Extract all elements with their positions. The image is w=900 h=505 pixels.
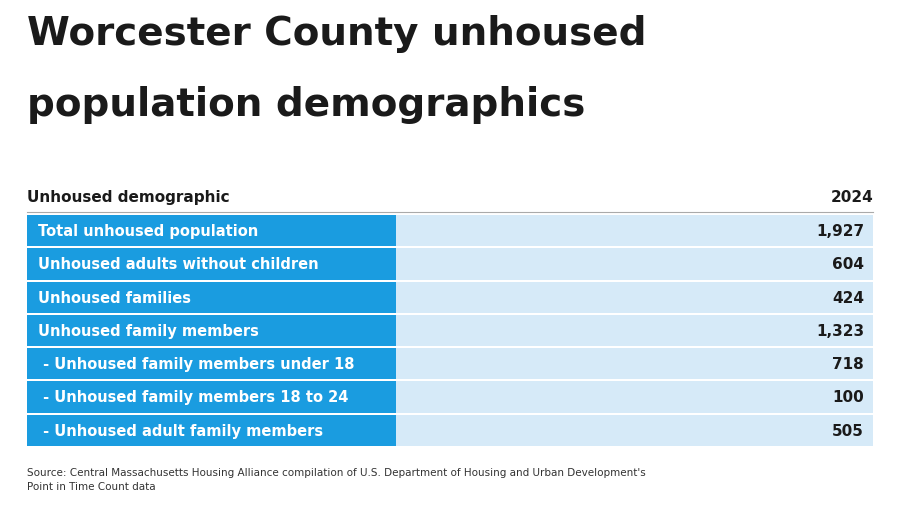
Text: Unhoused demographic: Unhoused demographic bbox=[27, 189, 230, 205]
Text: 100: 100 bbox=[832, 390, 864, 405]
Text: 604: 604 bbox=[832, 257, 864, 272]
Text: Source: Central Massachusetts Housing Alliance compilation of U.S. Department of: Source: Central Massachusetts Housing Al… bbox=[27, 467, 646, 491]
Text: - Unhoused family members 18 to 24: - Unhoused family members 18 to 24 bbox=[38, 390, 348, 405]
Text: Unhoused families: Unhoused families bbox=[38, 290, 191, 305]
Text: Worcester County unhoused: Worcester County unhoused bbox=[27, 15, 646, 53]
Text: 2024: 2024 bbox=[830, 189, 873, 205]
Text: 424: 424 bbox=[832, 290, 864, 305]
Text: 718: 718 bbox=[832, 357, 864, 372]
Text: 505: 505 bbox=[832, 423, 864, 438]
Text: population demographics: population demographics bbox=[27, 86, 585, 124]
Text: Unhoused adults without children: Unhoused adults without children bbox=[38, 257, 319, 272]
Text: Unhoused family members: Unhoused family members bbox=[38, 323, 258, 338]
Text: - Unhoused adult family members: - Unhoused adult family members bbox=[38, 423, 323, 438]
Text: Total unhoused population: Total unhoused population bbox=[38, 224, 258, 239]
Text: 1,323: 1,323 bbox=[816, 323, 864, 338]
Text: 1,927: 1,927 bbox=[816, 224, 864, 239]
Text: - Unhoused family members under 18: - Unhoused family members under 18 bbox=[38, 357, 355, 372]
